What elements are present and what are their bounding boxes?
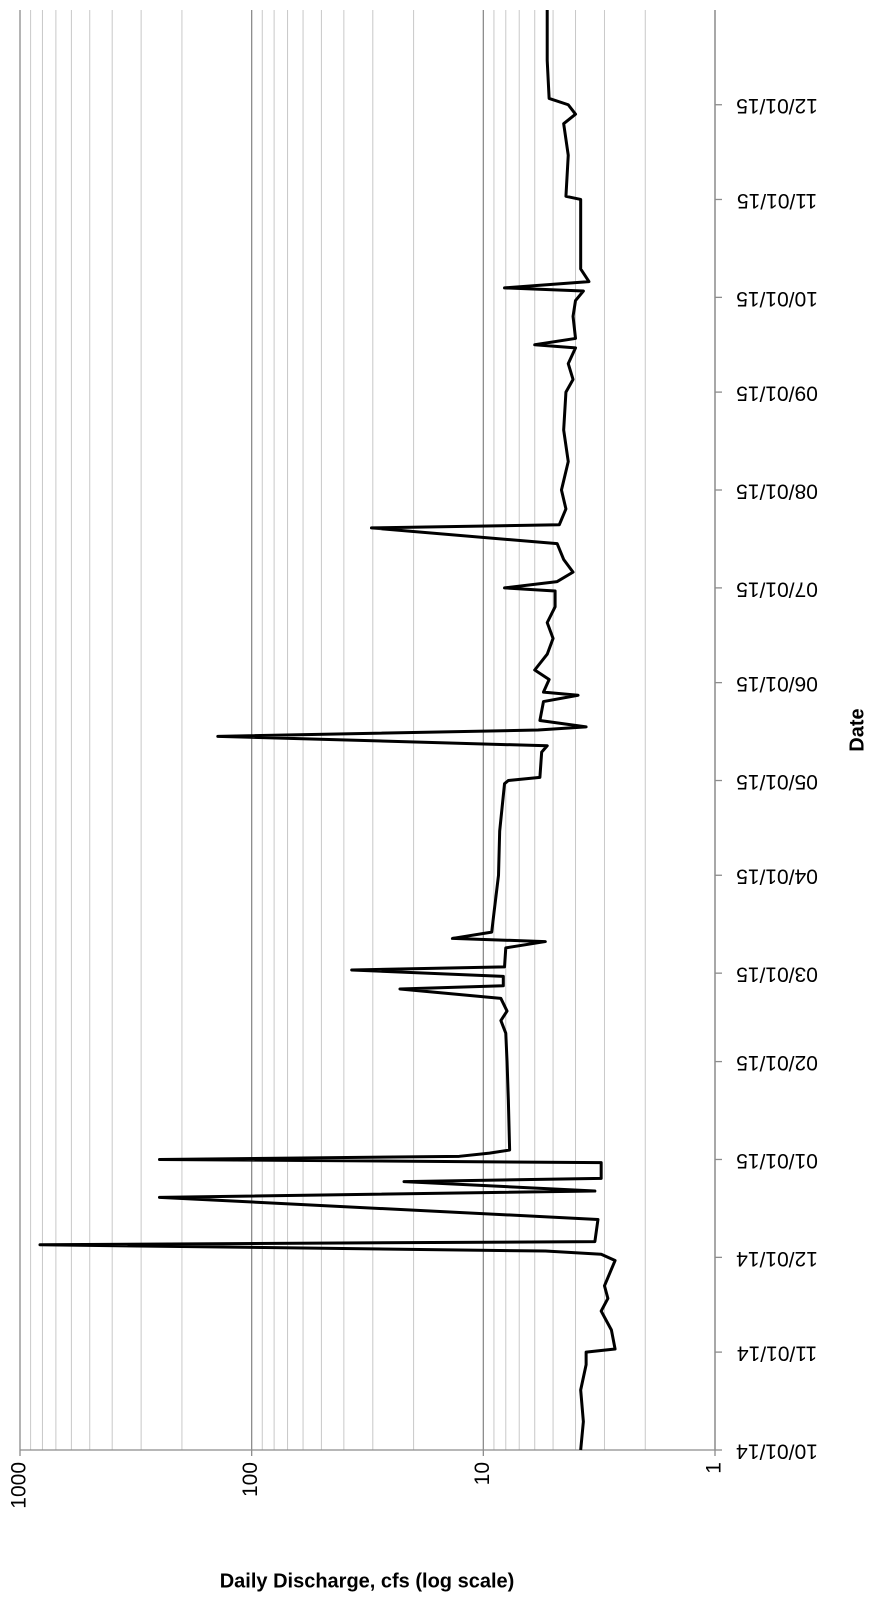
y-axis-title: Daily Discharge, cfs (log scale) bbox=[220, 1570, 515, 1592]
x-tick-label: 10/01/14 bbox=[736, 1439, 818, 1462]
x-tick-label: 03/01/15 bbox=[736, 963, 818, 986]
x-tick-label: 04/01/15 bbox=[736, 865, 818, 888]
x-tick-label: 07/01/15 bbox=[736, 577, 818, 600]
y-tick-label: 100 bbox=[239, 1462, 262, 1497]
x-tick-label: 09/01/15 bbox=[736, 382, 818, 405]
x-tick-label: 11/01/14 bbox=[737, 1342, 818, 1365]
x-tick-label: 05/01/15 bbox=[736, 770, 818, 793]
x-tick-label: 10/01/15 bbox=[736, 287, 818, 310]
x-tick-label: 12/01/15 bbox=[736, 94, 818, 117]
x-axis-title: Date bbox=[846, 708, 868, 751]
x-tick-label: 08/01/15 bbox=[736, 479, 818, 502]
data-line bbox=[38, 10, 617, 1451]
y-tick-label: 10 bbox=[471, 1462, 494, 1485]
x-tick-label: 01/01/15 bbox=[736, 1149, 818, 1172]
x-tick-label: 02/01/15 bbox=[736, 1051, 818, 1074]
x-tick-label: 11/01/15 bbox=[737, 189, 817, 212]
rotated-chart: Date Daily Discharge, cfs (log scale) 11… bbox=[8, 10, 868, 1592]
x-tick-label: 12/01/14 bbox=[736, 1247, 818, 1270]
y-tick-label: 1 bbox=[703, 1462, 726, 1474]
y-tick-label: 1000 bbox=[8, 1462, 31, 1509]
x-tick-label: 06/01/15 bbox=[736, 672, 818, 695]
